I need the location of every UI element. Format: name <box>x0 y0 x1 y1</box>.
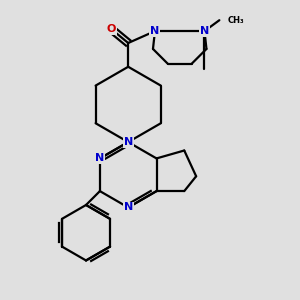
Text: N: N <box>124 202 133 212</box>
Text: N: N <box>150 26 160 36</box>
Text: CH₃: CH₃ <box>227 16 244 25</box>
Text: N: N <box>95 153 104 164</box>
Text: N: N <box>124 137 133 147</box>
Text: N: N <box>200 26 209 36</box>
Text: O: O <box>107 24 116 34</box>
